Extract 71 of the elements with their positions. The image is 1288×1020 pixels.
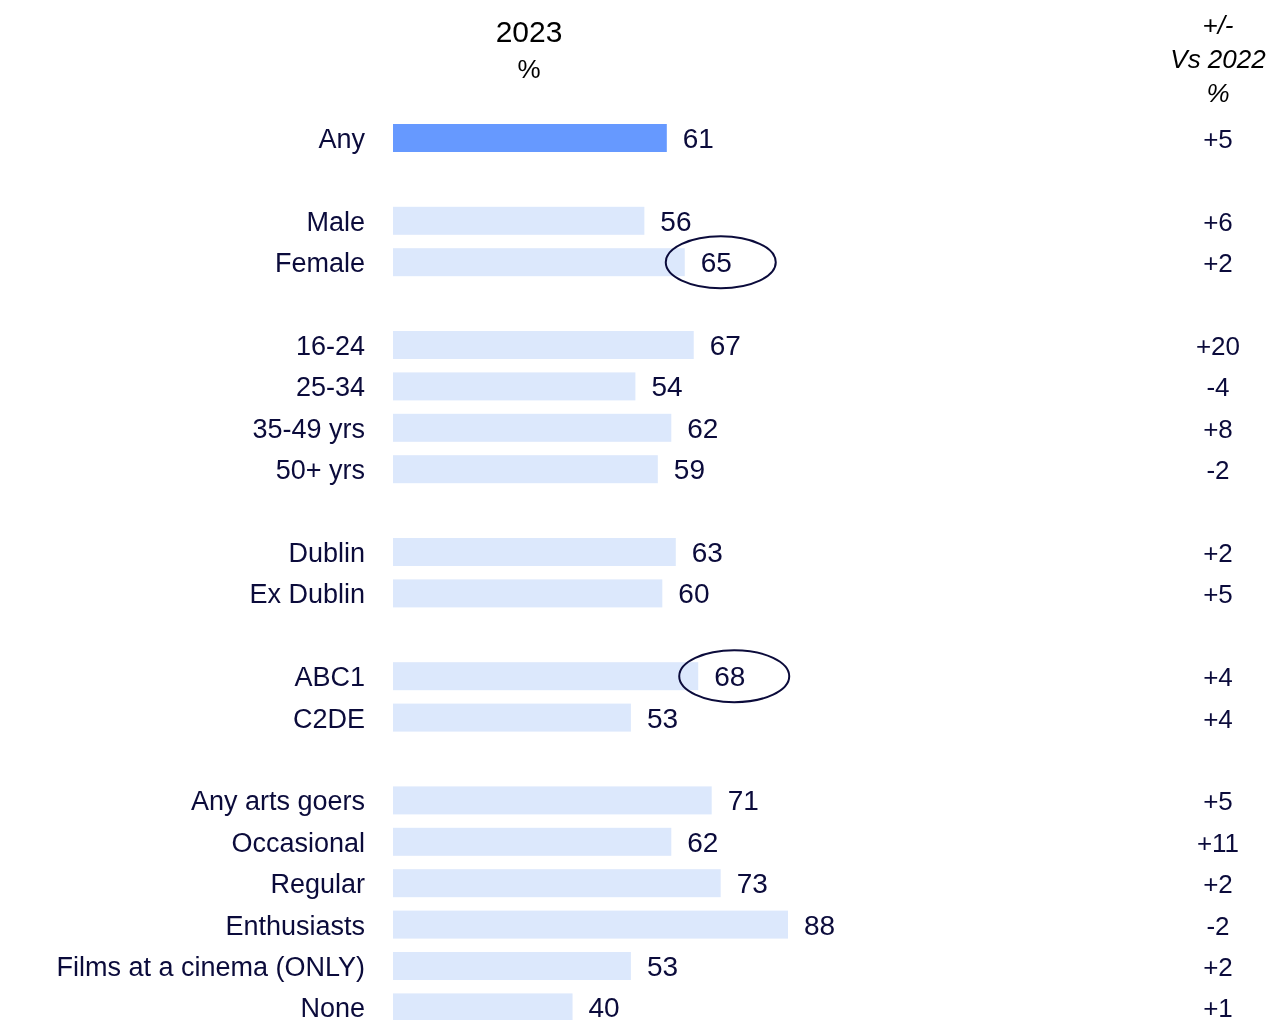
- data-label: 62: [687, 412, 719, 444]
- y-tick-label: Films at a cinema (ONLY): [56, 952, 365, 982]
- y-tick-label: 25-34: [295, 372, 365, 403]
- bar: [393, 413, 672, 442]
- bar: [393, 372, 636, 401]
- y-tick-label: ABC1: [294, 662, 365, 693]
- data-label: 54: [651, 371, 683, 403]
- data-label: 73: [736, 868, 768, 900]
- text: -4: [1206, 372, 1230, 403]
- data-label: 63: [691, 537, 723, 568]
- chart-title: 2023: [495, 15, 563, 48]
- bar: [393, 910, 788, 939]
- bar: [393, 827, 672, 856]
- text: +8: [1203, 413, 1233, 444]
- y-tick-label: 35-49 yrs: [252, 413, 365, 444]
- bar: [393, 662, 699, 691]
- text: +5: [1203, 786, 1233, 817]
- y-tick-label: None: [300, 993, 365, 1020]
- bar: [393, 952, 631, 980]
- bar: [393, 993, 573, 1020]
- data-label: 62: [687, 826, 719, 858]
- y-tick-label: Occasional: [231, 827, 365, 858]
- y-tick-label: 50+ yrs: [275, 455, 365, 486]
- text: +5: [1203, 579, 1233, 610]
- text: +2: [1203, 952, 1233, 982]
- data-label: 88: [804, 909, 836, 941]
- data-label: 59: [673, 454, 705, 486]
- bar: [393, 538, 676, 566]
- bar: [393, 206, 645, 235]
- y-tick-label: Ex Dublin: [249, 579, 365, 610]
- data-label: 56: [660, 205, 692, 237]
- data-label: 68: [714, 661, 746, 693]
- text: +5: [1203, 124, 1233, 154]
- y-tick-label: Male: [306, 206, 365, 237]
- y-tick-label: Enthusiasts: [225, 910, 365, 941]
- bar: [393, 786, 712, 815]
- text: +6: [1203, 206, 1233, 237]
- text: +4: [1203, 662, 1233, 693]
- text: +11: [1196, 827, 1240, 858]
- data-label: 67: [709, 330, 741, 361]
- y-tick-label: Regular: [270, 869, 365, 900]
- y-tick-label: C2DE: [292, 703, 365, 734]
- bar: [393, 579, 663, 608]
- text: -2: [1206, 455, 1230, 486]
- y-tick-label: Female: [274, 248, 365, 279]
- text: +2: [1203, 538, 1233, 568]
- text: +1: [1203, 993, 1233, 1020]
- y-tick-label: Dublin: [288, 538, 365, 568]
- y-tick-label: Any arts goers: [190, 786, 365, 817]
- bar: [393, 455, 658, 484]
- data-label: 61: [682, 123, 714, 154]
- bar: [393, 124, 667, 152]
- bar: [393, 331, 694, 359]
- data-label: 65: [700, 247, 732, 279]
- bar: [393, 703, 631, 732]
- bar: [393, 248, 685, 277]
- y-tick-label: 16-24: [295, 331, 365, 361]
- text: +20: [1195, 331, 1241, 361]
- data-label: 71: [727, 785, 759, 817]
- text: +/- Vs 2022 %: [1170, 10, 1267, 108]
- text: +4: [1203, 703, 1233, 734]
- data-label: 53: [646, 951, 679, 982]
- text: +2: [1203, 869, 1233, 900]
- data-label: 53: [646, 702, 679, 734]
- chart-subtitle: %: [517, 54, 541, 84]
- y-tick-label: Any: [318, 124, 366, 154]
- data-label: 60: [678, 578, 710, 610]
- text: +2: [1203, 248, 1233, 279]
- text: -2: [1206, 910, 1230, 941]
- bar: [393, 869, 721, 898]
- data-label: 40: [588, 992, 620, 1020]
